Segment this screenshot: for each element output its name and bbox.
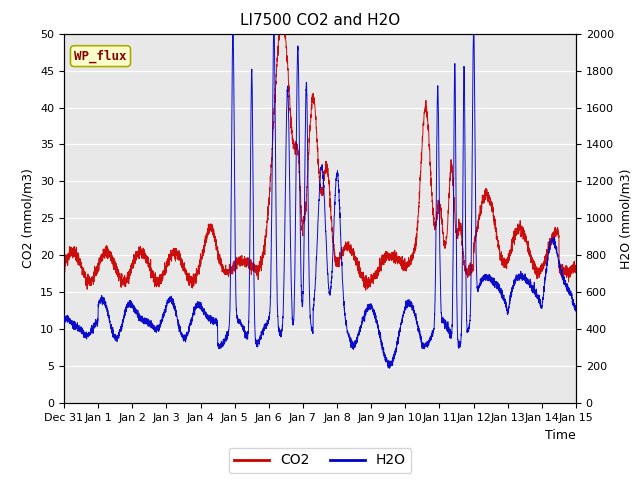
Y-axis label: H2O (mmol/m3): H2O (mmol/m3) bbox=[620, 168, 632, 269]
Title: LI7500 CO2 and H2O: LI7500 CO2 and H2O bbox=[240, 13, 400, 28]
Legend: CO2, H2O: CO2, H2O bbox=[228, 448, 412, 473]
Y-axis label: CO2 (mmol/m3): CO2 (mmol/m3) bbox=[22, 168, 35, 268]
X-axis label: Time: Time bbox=[545, 429, 576, 442]
Text: WP_flux: WP_flux bbox=[74, 49, 127, 63]
